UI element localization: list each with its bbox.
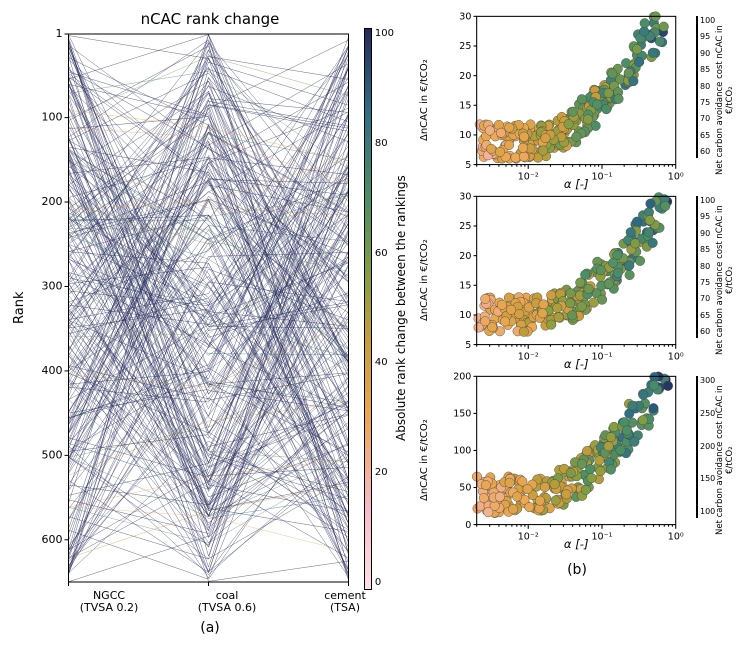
- scatter-axes: 5 10 15 20 25 30 10⁻² 10⁻¹ 10⁰ α [-]: [431, 10, 696, 190]
- scatter-svg: 5 10 15 20 25 30 10⁻² 10⁻¹ 10⁰ α [-]: [431, 190, 696, 370]
- svg-text:10⁻²: 10⁻²: [518, 531, 539, 542]
- panel-a-axes: 1 100 200 300 400 500 600: [29, 28, 360, 588]
- scatter-ylabel: ΔnCAC in €/tCO₂: [418, 10, 431, 190]
- scatter-panel: ΔnCAC in €/tCO₂ 0 50 100 150 200 10⁻² 10⁻¹ 10⁰ α …: [418, 370, 736, 550]
- scatter-panel: ΔnCAC in €/tCO₂ 5 10 15 20 25 30 10⁻² 10⁻¹ 10⁰ α […: [418, 10, 736, 190]
- scatter-colorbar-ticks: 300250200150100: [698, 376, 715, 516]
- panel-a-colorbar-ticks: 100 80 60 40 20 0: [372, 28, 394, 588]
- panel-a-colorbar-strip: [364, 28, 372, 590]
- scatter-colorbar-strip: [696, 16, 698, 158]
- panel-a-cbar-tick: 40: [375, 357, 394, 368]
- svg-text:10⁻¹: 10⁻¹: [592, 171, 613, 182]
- panel-b-sublabel: (b): [418, 562, 736, 578]
- svg-text:α [-]: α [-]: [564, 357, 589, 370]
- svg-text:20: 20: [459, 251, 471, 262]
- svg-text:100: 100: [453, 446, 471, 457]
- svg-text:5: 5: [465, 160, 471, 171]
- svg-text:100: 100: [42, 111, 63, 124]
- panel-a-xticks: NGCC (TVSA 0.2)coal (TVSA 0.6)cement (TS…: [10, 588, 410, 614]
- svg-text:10⁻²: 10⁻²: [518, 171, 539, 182]
- svg-text:α [-]: α [-]: [564, 177, 589, 190]
- svg-text:30: 30: [459, 12, 471, 23]
- scatter-colorbar: 1009590858075706560Net carbon avoidance …: [696, 190, 736, 370]
- panel-a-title: nCAC rank change: [10, 10, 410, 28]
- panel-b: ΔnCAC in €/tCO₂ 5 10 15 20 25 30 10⁻² 10⁻¹ 10⁰ α […: [418, 10, 736, 636]
- panel-a-cbar-tick: 80: [375, 138, 394, 149]
- panel-a-xtick: cement (TSA): [286, 590, 404, 614]
- svg-text:25: 25: [459, 221, 471, 232]
- panel-a-colorbar-label: Absolute rank change between the ranking…: [394, 28, 410, 588]
- scatter-colorbar-label: Net carbon avoidance cost nCAC in €/tCO₂: [715, 370, 736, 550]
- svg-text:1: 1: [56, 28, 63, 40]
- panel-a-cbar-tick: 20: [375, 467, 394, 478]
- panel-a-xtick: NGCC (TVSA 0.2): [50, 590, 168, 614]
- scatter-ylabel: ΔnCAC in €/tCO₂: [418, 370, 431, 550]
- scatter-colorbar-label: Net carbon avoidance cost nCAC in €/tCO₂: [715, 10, 736, 190]
- svg-text:10: 10: [459, 310, 471, 321]
- scatter-panel: ΔnCAC in €/tCO₂ 5 10 15 20 25 30 10⁻² 10⁻¹ 10⁰ α […: [418, 190, 736, 370]
- svg-text:10⁰: 10⁰: [668, 171, 684, 182]
- svg-text:300: 300: [42, 279, 63, 292]
- panel-a-cbar-tick: 0: [375, 577, 394, 588]
- svg-text:50: 50: [459, 483, 471, 494]
- svg-text:200: 200: [42, 195, 63, 208]
- svg-text:200: 200: [453, 372, 471, 383]
- svg-text:500: 500: [42, 448, 63, 461]
- scatter-ylabel: ΔnCAC in €/tCO₂: [418, 190, 431, 370]
- svg-text:600: 600: [42, 533, 63, 546]
- panel-a-colorbar: 100 80 60 40 20 0 Absolute rank change betwee…: [360, 28, 410, 588]
- scatter-svg: 0 50 100 150 200 10⁻² 10⁻¹ 10⁰ α [-]: [431, 370, 696, 550]
- svg-text:150: 150: [453, 409, 471, 420]
- scatter-colorbar-strip: [696, 376, 698, 518]
- scatter-colorbar-strip: [696, 196, 698, 338]
- scatter-colorbar-label: Net carbon avoidance cost nCAC in €/tCO₂: [715, 190, 736, 370]
- scatter-axes: 5 10 15 20 25 30 10⁻² 10⁻¹ 10⁰ α [-]: [431, 190, 696, 370]
- svg-text:15: 15: [459, 100, 471, 111]
- panel-a-cbar-tick: 60: [375, 248, 394, 259]
- panel-a-cbar-tick: 100: [375, 28, 394, 39]
- panel-a: nCAC rank change Rank 110020030040050060…: [10, 10, 410, 636]
- svg-text:25: 25: [459, 41, 471, 52]
- scatter-svg: 5 10 15 20 25 30 10⁻² 10⁻¹ 10⁰ α [-]: [431, 10, 696, 190]
- svg-text:15: 15: [459, 280, 471, 291]
- figure: nCAC rank change Rank 110020030040050060…: [10, 10, 736, 636]
- panel-a-plot-area: Rank 1100200300400500600 100806040200 Ab…: [10, 28, 410, 588]
- svg-text:10⁰: 10⁰: [668, 351, 684, 362]
- svg-text:30: 30: [459, 192, 471, 203]
- svg-text:400: 400: [42, 364, 63, 377]
- scatter-colorbar-ticks: 1009590858075706560: [698, 196, 715, 336]
- panel-a-xtick: coal (TVSA 0.6): [168, 590, 286, 614]
- svg-text:10⁻²: 10⁻²: [518, 351, 539, 362]
- panel-b-scatter-container: ΔnCAC in €/tCO₂ 5 10 15 20 25 30 10⁻² 10⁻¹ 10⁰ α […: [418, 10, 736, 550]
- svg-text:10: 10: [459, 130, 471, 141]
- scatter-axes: 0 50 100 150 200 10⁻² 10⁻¹ 10⁰ α [-]: [431, 370, 696, 550]
- scatter-colorbar-ticks: 1009590858075706560: [698, 16, 715, 156]
- scatter-colorbar: 1009590858075706560Net carbon avoidance …: [696, 10, 736, 190]
- svg-text:20: 20: [459, 71, 471, 82]
- panel-a-sublabel: (a): [10, 620, 410, 636]
- panel-a-ylabel: Rank: [10, 28, 29, 588]
- svg-text:10⁰: 10⁰: [668, 531, 684, 542]
- scatter-colorbar: 300250200150100Net carbon avoidance cost…: [696, 370, 736, 550]
- svg-text:5: 5: [465, 340, 471, 351]
- svg-text:0: 0: [465, 520, 471, 531]
- svg-text:10⁻¹: 10⁻¹: [592, 351, 613, 362]
- svg-text:α [-]: α [-]: [564, 537, 589, 550]
- panel-a-svg: 1 100 200 300 400 500 600: [29, 28, 360, 588]
- svg-text:10⁻¹: 10⁻¹: [592, 531, 613, 542]
